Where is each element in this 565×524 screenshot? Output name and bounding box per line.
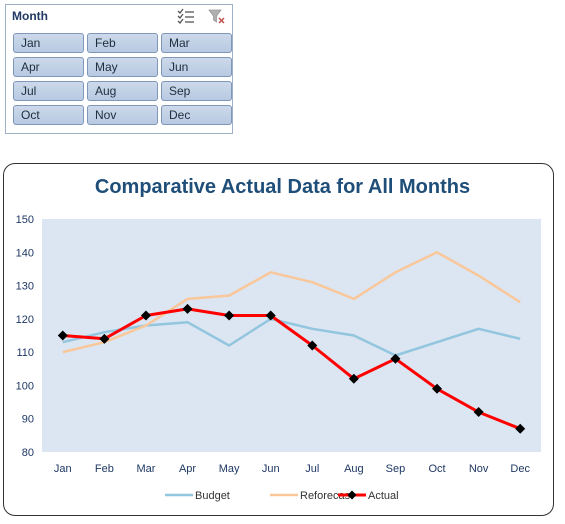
x-tick-label: Aug xyxy=(344,463,364,475)
actual-point xyxy=(182,303,193,314)
slicer-item-nov[interactable]: Nov xyxy=(87,105,158,125)
slicer-item-apr[interactable]: Apr xyxy=(13,57,84,77)
month-slicer: Month Jan Feb Mar Apr May Jun Jul Aug Sep Oct Nov D… xyxy=(5,4,233,134)
y-tick-label: 110 xyxy=(16,347,34,359)
x-tick-label: Apr xyxy=(179,463,196,475)
slicer-item-may[interactable]: May xyxy=(87,57,158,77)
actual-point xyxy=(57,330,68,341)
x-tick-label: Nov xyxy=(469,463,489,475)
actual-point xyxy=(515,423,526,434)
slicer-item-feb[interactable]: Feb xyxy=(87,33,158,53)
slicer-item-jan[interactable]: Jan xyxy=(13,33,84,53)
y-tick-label: 80 xyxy=(22,447,34,459)
slicer-item-oct[interactable]: Oct xyxy=(13,105,84,125)
chart-title: Comparative Actual Data for All Months xyxy=(94,176,471,198)
multi-select-icon[interactable] xyxy=(177,8,195,24)
slicer-title: Month xyxy=(12,9,48,23)
y-tick-label: 100 xyxy=(16,380,34,392)
slicer-item-jul[interactable]: Jul xyxy=(13,81,84,101)
series-line-reforecast xyxy=(62,251,521,354)
x-tick-label: Sep xyxy=(386,463,406,475)
actual-point xyxy=(265,310,276,321)
slicer-item-jun[interactable]: Jun xyxy=(161,57,232,77)
x-tick-label: May xyxy=(219,463,240,475)
series-line-actual xyxy=(62,307,521,431)
actual-point xyxy=(348,373,359,384)
slicer-item-sep[interactable]: Sep xyxy=(161,81,232,101)
clear-filter-icon[interactable] xyxy=(208,8,226,24)
actual-point xyxy=(473,407,484,418)
y-tick-label: 150 xyxy=(16,214,34,226)
legend-marker-actual xyxy=(347,490,357,500)
actual-point xyxy=(99,333,110,344)
slicer-item-aug[interactable]: Aug xyxy=(87,81,158,101)
legend-label-budget: Budget xyxy=(195,490,230,502)
y-tick-label: 130 xyxy=(16,281,34,293)
slicer-items: Jan Feb Mar Apr May Jun Jul Aug Sep Oct Nov Dec xyxy=(13,33,232,125)
y-tick-label: 140 xyxy=(16,247,34,259)
x-tick-label: Jan xyxy=(54,463,72,475)
x-tick-label: Jun xyxy=(262,463,280,475)
plot-area xyxy=(42,219,541,452)
x-tick-label: Dec xyxy=(510,463,530,475)
x-tick-label: Jul xyxy=(305,463,319,475)
series-line-budget xyxy=(62,317,521,357)
slicer-item-mar[interactable]: Mar xyxy=(161,33,232,53)
actual-point xyxy=(224,310,235,321)
x-tick-label: Feb xyxy=(95,463,114,475)
actual-point xyxy=(307,340,318,351)
legend-label-actual: Actual xyxy=(368,490,399,502)
slicer-item-dec[interactable]: Dec xyxy=(161,105,232,125)
x-tick-label: Mar xyxy=(136,463,155,475)
legend-label-reforecast: Reforecast xyxy=(300,490,353,502)
x-tick-label: Oct xyxy=(428,463,445,475)
y-tick-label: 90 xyxy=(22,414,34,426)
actual-point xyxy=(432,383,443,394)
y-tick-label: 120 xyxy=(16,314,34,326)
slicer-header: Month xyxy=(6,5,232,29)
actual-point xyxy=(140,310,151,321)
actual-point xyxy=(390,353,401,364)
